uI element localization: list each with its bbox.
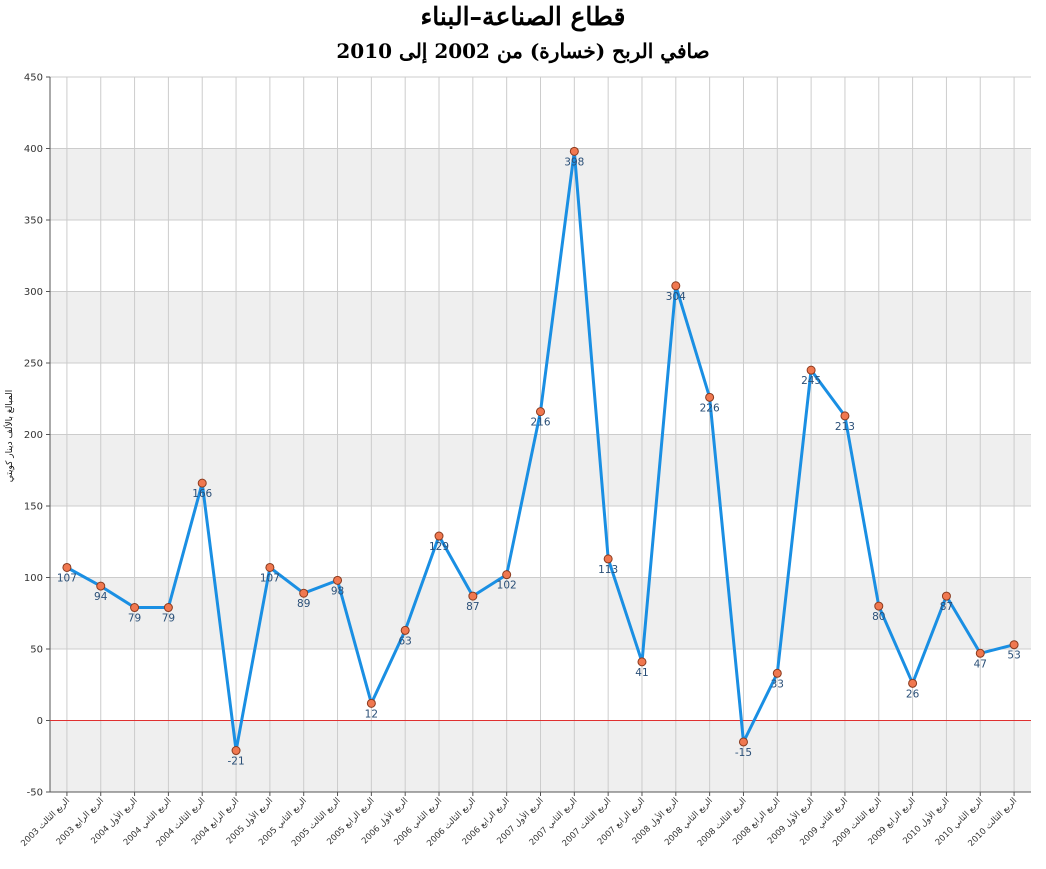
y-axis-label: المبالغ بالألف دينار كويتي: [3, 390, 15, 482]
chart-subtitle: صافي الربح (خسارة) من 2002 إلى 2010: [336, 39, 710, 63]
data-label: 166: [192, 488, 212, 500]
y-tick-label: 400: [24, 144, 43, 155]
data-point: [536, 407, 545, 417]
data-point: [705, 392, 715, 402]
data-point: [806, 365, 816, 375]
y-tick-label: 250: [24, 359, 43, 370]
data-label: 87: [940, 601, 953, 613]
data-labels: 107 94 79 79 166 -21 107 89 98 12 63 129 87 102 216 398…: [57, 156, 1021, 767]
y-tick-label: -50: [27, 788, 43, 799]
data-point: [941, 591, 951, 601]
data-label: -15: [735, 747, 752, 759]
y-tick-label: 50: [30, 645, 43, 656]
data-point: [197, 478, 207, 488]
data-point: [400, 625, 410, 635]
data-point: [333, 575, 343, 585]
data-point: [366, 698, 376, 708]
data-point: [62, 562, 72, 572]
data-point: [671, 281, 681, 291]
data-point: [637, 657, 647, 667]
data-point: [603, 554, 613, 564]
data-label: 107: [57, 572, 77, 584]
data-label: 226: [700, 402, 720, 414]
data-label: 89: [297, 598, 310, 610]
data-label: 79: [128, 613, 141, 625]
y-tick-label: 450: [24, 73, 43, 84]
data-label: 26: [906, 688, 920, 700]
data-label: 304: [666, 291, 686, 303]
data-label: 87: [466, 601, 479, 613]
data-point: [738, 737, 748, 747]
data-point: [772, 668, 782, 678]
data-label: 98: [331, 585, 344, 597]
data-label: 245: [801, 375, 821, 387]
y-tick-labels: -50 0 50 100 150 200 250 300 350 400 450: [24, 73, 43, 799]
data-point: [130, 603, 140, 613]
data-label: 102: [497, 580, 517, 592]
data-point: [975, 648, 985, 658]
data-point: [96, 581, 106, 591]
data-point: [1009, 640, 1019, 650]
y-tick-label: 200: [24, 430, 43, 441]
data-label: -21: [227, 756, 244, 768]
data-points: [62, 146, 1019, 756]
axes: [46, 76, 1031, 796]
data-point: [231, 746, 241, 756]
data-label: 41: [635, 667, 648, 679]
data-label: 79: [162, 613, 175, 625]
y-tick-label: 350: [24, 216, 43, 227]
data-label: 94: [94, 591, 108, 603]
data-label: 107: [260, 572, 280, 584]
data-point: [468, 591, 478, 601]
data-label: 63: [399, 635, 412, 647]
y-tick-label: 300: [24, 287, 43, 298]
y-tick-label: 0: [37, 716, 43, 727]
y-tick-label: 150: [24, 502, 43, 513]
data-label: 12: [365, 708, 378, 720]
data-label: 213: [835, 421, 855, 433]
data-point: [299, 588, 309, 598]
data-point: [434, 531, 444, 541]
data-label: 47: [974, 658, 987, 670]
data-point: [874, 601, 884, 611]
data-label: 80: [872, 611, 885, 623]
data-label: 53: [1007, 650, 1020, 662]
chart-title: قطاع الصناعة–البناء: [420, 2, 626, 31]
data-point: [908, 678, 918, 688]
y-tick-label: 100: [24, 573, 43, 584]
data-point: [569, 146, 579, 156]
data-label: 216: [530, 417, 550, 429]
data-point: [163, 603, 173, 613]
data-point: [840, 411, 850, 421]
data-label: 129: [429, 541, 449, 553]
data-point: [502, 570, 512, 580]
data-label: 113: [598, 564, 618, 576]
data-label: 33: [771, 678, 784, 690]
data-point: [265, 562, 275, 572]
data-label: 398: [564, 156, 584, 168]
